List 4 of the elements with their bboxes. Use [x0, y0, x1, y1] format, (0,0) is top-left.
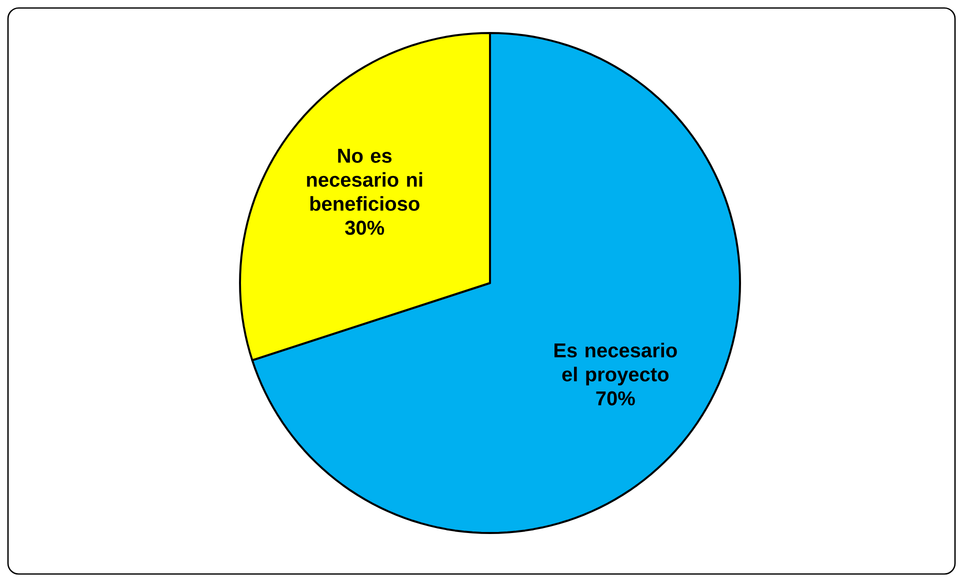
slice-label: No es necesario ni beneficioso	[307, 148, 422, 211]
data-label: 70%	[596, 391, 635, 406]
data-label: 30%	[345, 220, 384, 235]
slice-label: Es necesario el proyecto	[554, 342, 677, 386]
